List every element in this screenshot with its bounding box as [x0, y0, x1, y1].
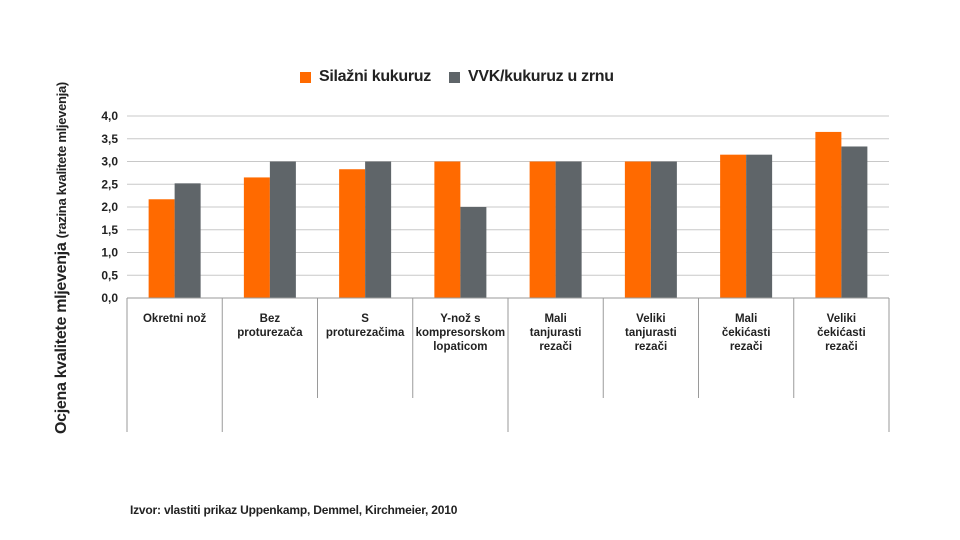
bar-silazni: [243, 177, 270, 298]
legend-label-silazni: Silažni kukuruz: [319, 68, 431, 85]
legend-item-silazni: Silažni kukuruz: [300, 68, 431, 86]
bar-vvk: [174, 183, 201, 298]
category-label: Mali čekićasti rezači: [722, 313, 771, 353]
bar-silazni: [148, 199, 175, 298]
legend-swatch-silazni: [300, 71, 311, 83]
legend-item-vvk: VVK/kukuruz u zrnu: [448, 68, 614, 86]
bar-vvk: [555, 161, 582, 298]
bar-silazni: [720, 154, 747, 298]
y-tick-label: 1,5: [101, 223, 118, 237]
legend-label-vvk: VVK/kukuruz u zrnu: [467, 68, 614, 85]
y-tick-label: 0,0: [101, 291, 118, 305]
bar-vvk: [841, 146, 868, 298]
y-tick-label: 3,5: [101, 132, 118, 146]
category-label: Y-nož s kompresorskom lopaticom: [416, 313, 505, 353]
category-label: Bez proturezača: [237, 313, 303, 339]
bar-silazni: [624, 161, 651, 298]
y-tick-label: 0,5: [101, 268, 118, 282]
category-label: Okretni nož: [143, 313, 207, 325]
category-label: Mali tanjurasti rezači: [530, 313, 582, 353]
bar-vvk: [460, 207, 487, 298]
chart-legend: Silažni kukuruz VVK/kukuruz u zrnu: [300, 68, 614, 86]
bar-vvk: [365, 161, 392, 298]
category-label: Veliki tanjurasti rezači: [625, 313, 677, 353]
category-label: Veliki čekićasti rezači: [817, 313, 866, 353]
y-tick-label: 2,5: [101, 177, 118, 191]
bar-silazni: [434, 161, 461, 298]
y-tick-label: 4,0: [101, 109, 118, 123]
y-tick-label: 1,0: [101, 246, 118, 260]
y-tick-label: 2,0: [101, 200, 118, 214]
legend-swatch-vvk: [448, 71, 460, 83]
bar-vvk: [650, 161, 677, 298]
bar-silazni: [529, 161, 556, 298]
bar-silazni: [339, 169, 366, 298]
bar-vvk: [269, 161, 296, 298]
bar-silazni: [815, 131, 842, 298]
bar-vvk: [746, 154, 773, 298]
source-note: Izvor: vlastiti prikaz Uppenkamp, Demmel…: [130, 503, 458, 517]
y-tick-label: 3,0: [101, 155, 118, 169]
